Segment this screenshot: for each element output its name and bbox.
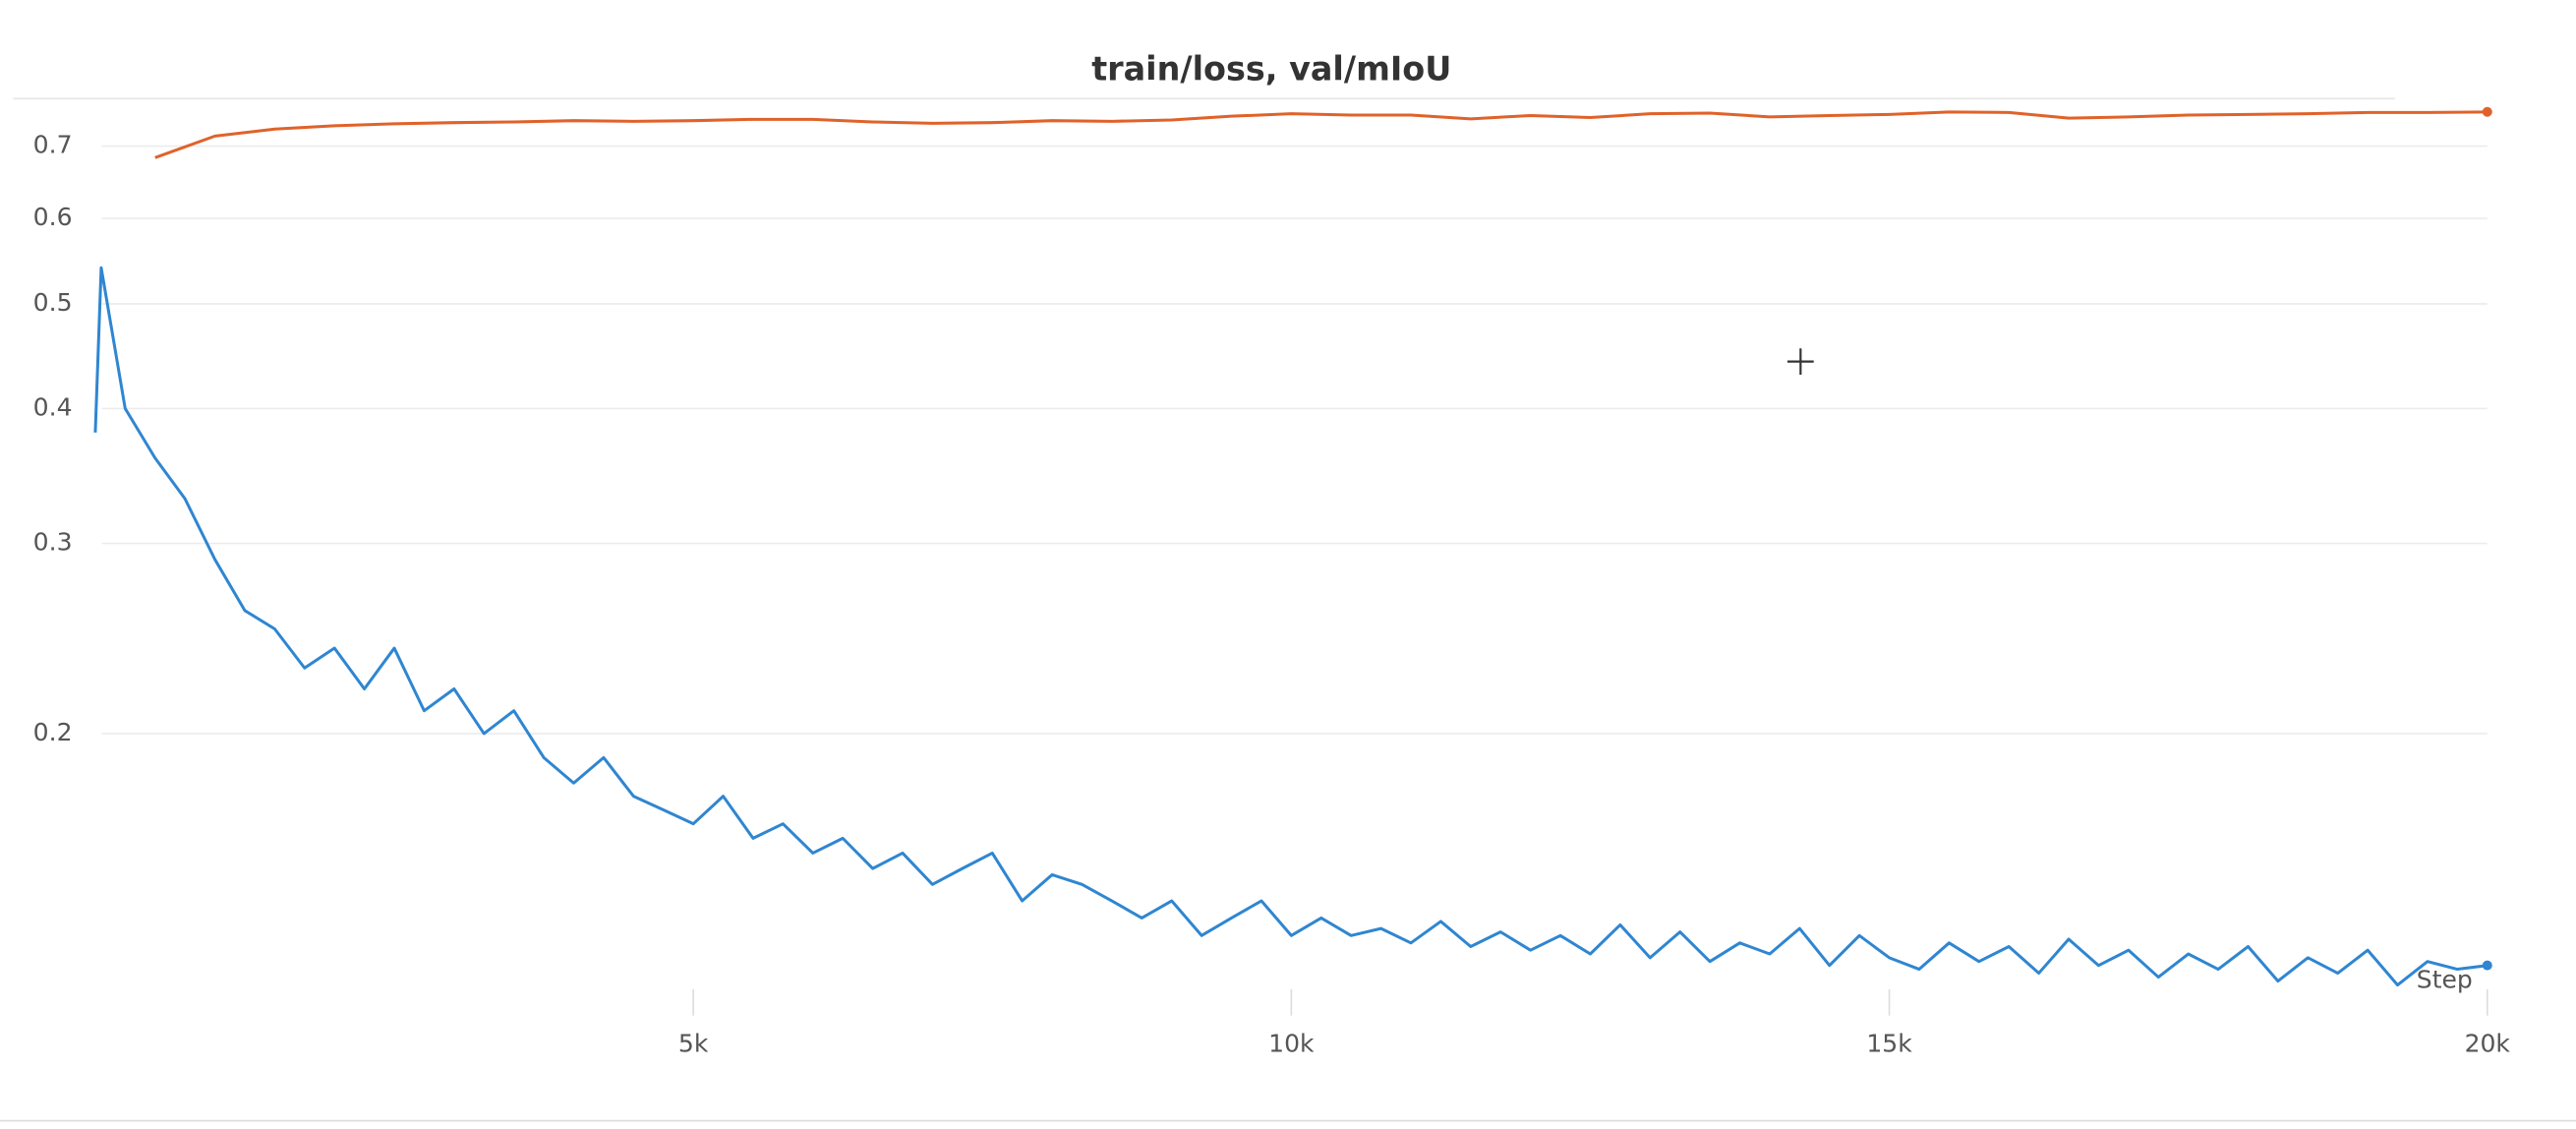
series-line: [93, 266, 2488, 987]
x-axis-label: Step: [2417, 966, 2473, 994]
x-tick-label: 5k: [678, 1030, 709, 1058]
y-tick-label: 0.3: [33, 528, 73, 557]
x-tick-label: 15k: [1866, 1030, 1912, 1058]
y-tick-label: 0.2: [33, 718, 73, 746]
x-tick-label: 20k: [2465, 1030, 2511, 1058]
y-tick-label: 0.6: [33, 203, 73, 231]
series-line: [154, 110, 2488, 159]
y-tick-label: 0.5: [33, 288, 73, 317]
cursor: [1786, 348, 1814, 376]
end-dot: [2482, 106, 2492, 117]
chart-title: train/loss, val/mIoU: [1091, 49, 1451, 88]
y-tick-label: 0.7: [33, 131, 73, 159]
x-tick-label: 10k: [1268, 1030, 1315, 1058]
end-dot: [2482, 960, 2492, 971]
y-tick-label: 0.4: [33, 392, 73, 421]
